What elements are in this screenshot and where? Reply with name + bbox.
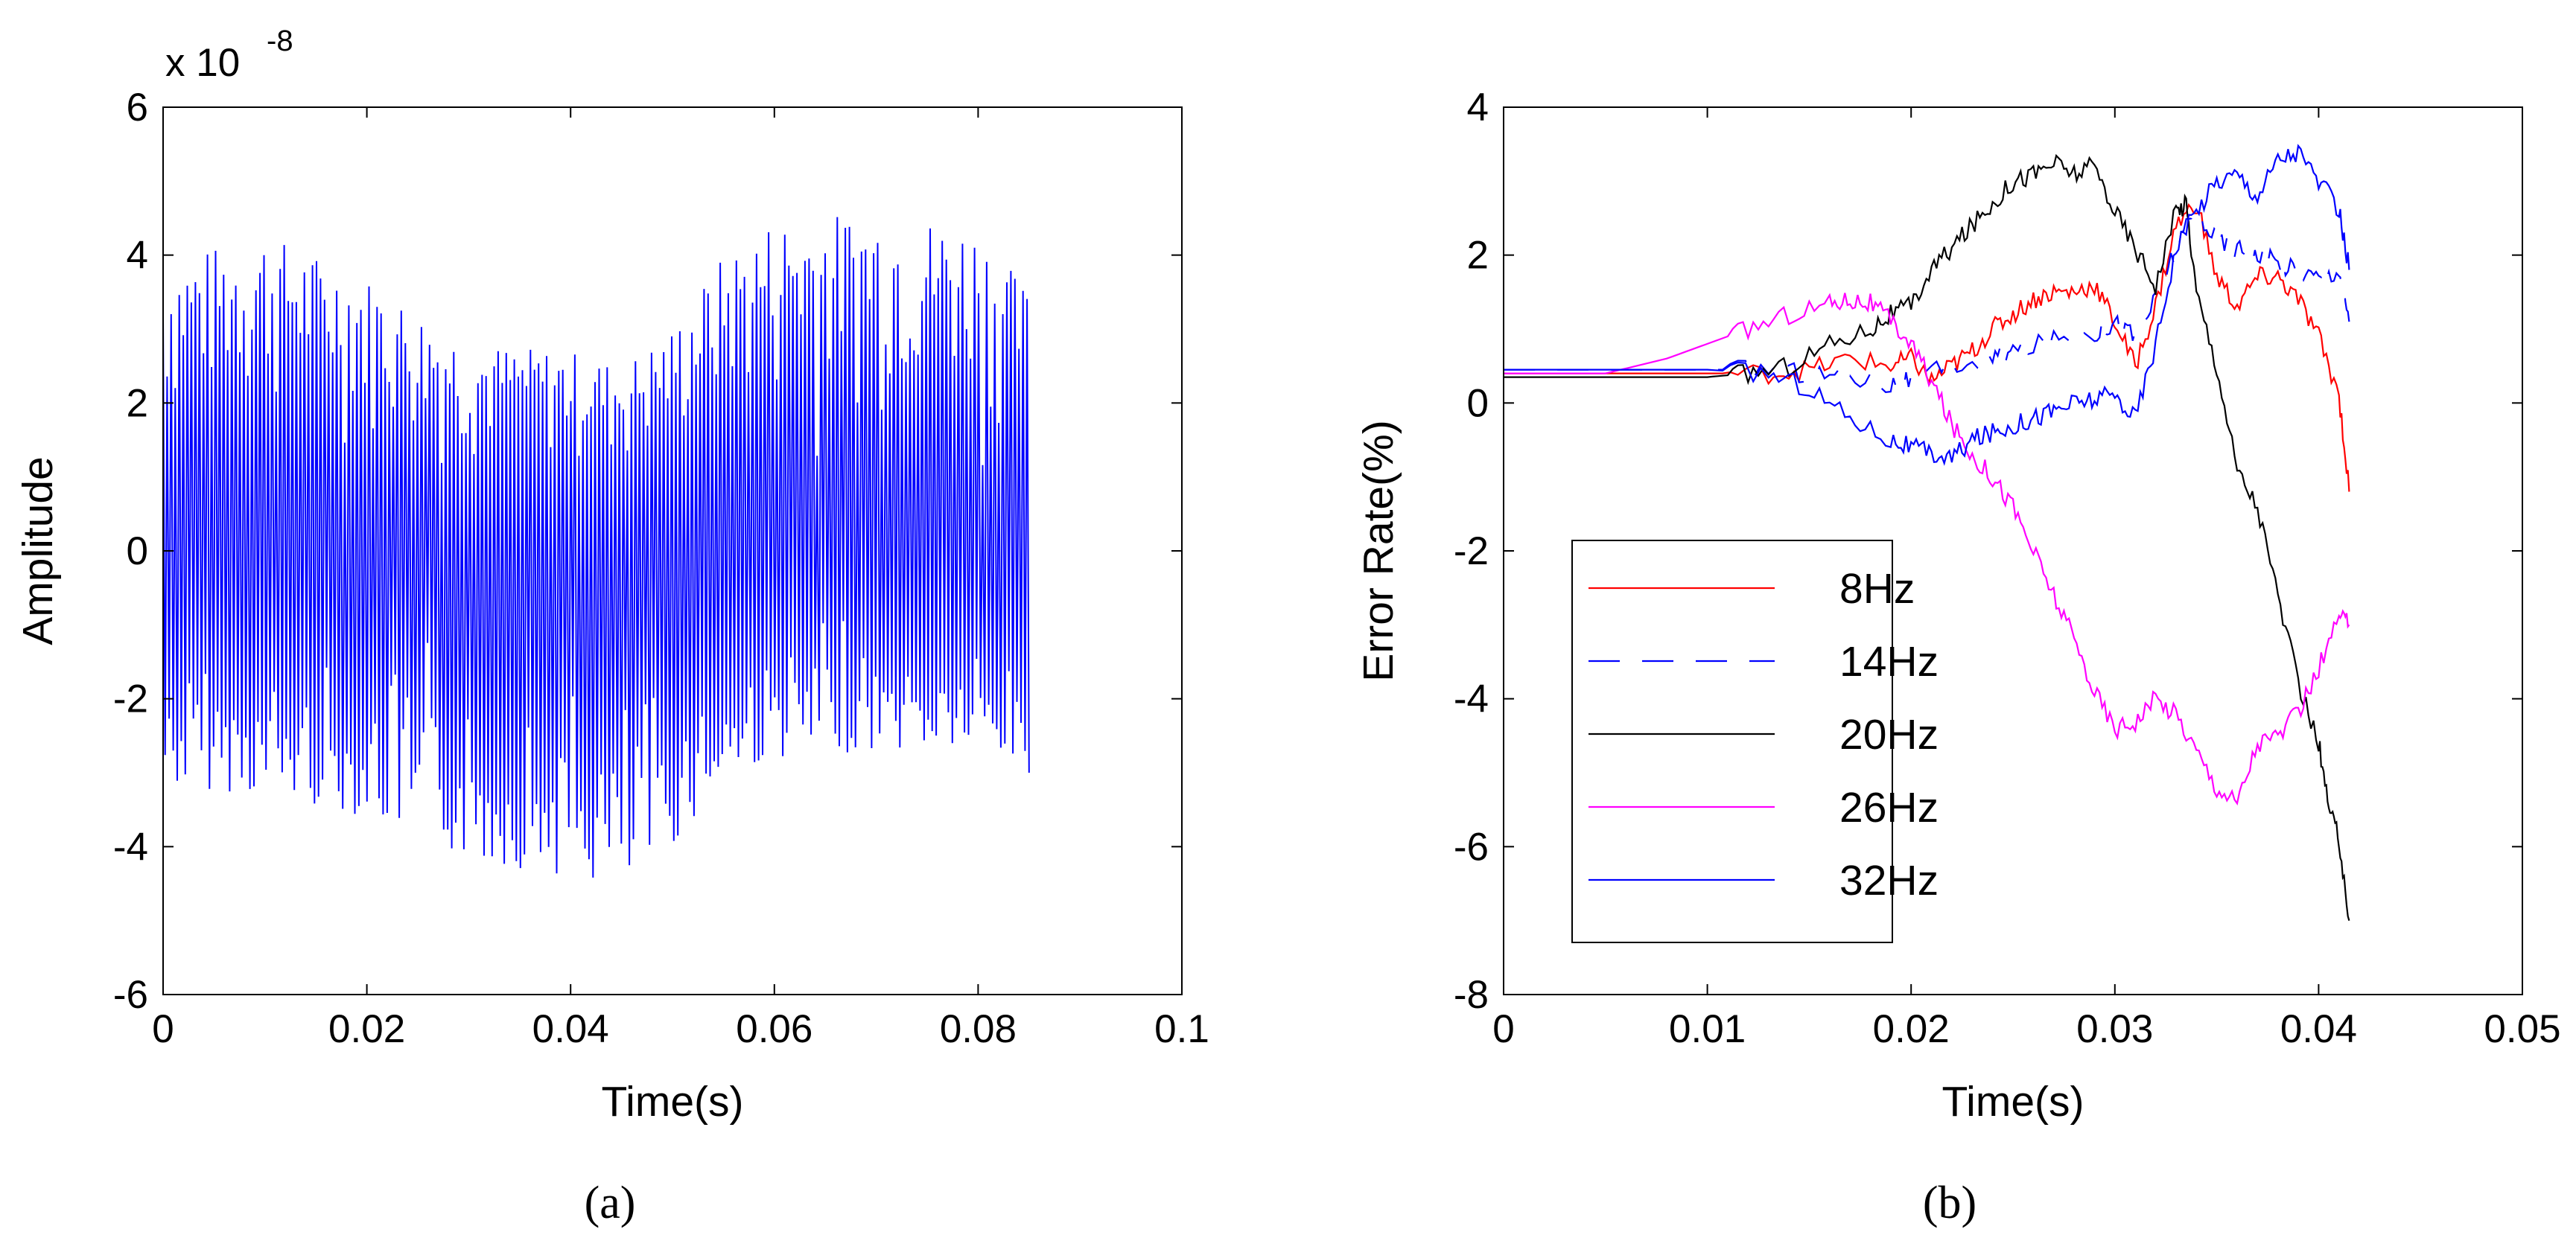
legend-label-26Hz: 26Hz [1839, 784, 1939, 832]
y-tick-label: 2 [127, 381, 148, 425]
y-tick-label: 4 [1467, 86, 1489, 130]
x-tick-label: 0.02 [1873, 1007, 1950, 1051]
chart-a-scale-base: x 10 [165, 41, 240, 85]
chart-b-xlabel: Time(s) [1941, 1078, 2084, 1126]
chart-a-plot-area [163, 217, 1030, 878]
series-line-20Hz [1504, 153, 2350, 922]
legend-label-8Hz: 8Hz [1839, 565, 1915, 613]
series-line-32Hz [1504, 144, 2350, 466]
y-tick-label: -2 [113, 677, 148, 721]
legend-items: 8Hz 14Hz 20Hz 26Hz 32Hz [1588, 565, 1939, 904]
y-tick-label: -4 [1454, 677, 1489, 721]
y-tick-label: 2 [1467, 234, 1489, 278]
x-tick-label: 0.04 [2280, 1007, 2357, 1051]
y-tick-label: 0 [127, 529, 148, 573]
x-tick-label: 0.1 [1154, 1007, 1209, 1051]
chart-a: 0 0.02 0.04 0.06 0.08 0.1 -6 -4 -2 0 2 4 6 x 10 -8 T… [14, 25, 1209, 1228]
chart-b-ticks: 0 0.01 0.02 0.03 0.04 0.05 -8 -6 -4 -2 0 2 4 [1454, 86, 2561, 1051]
x-tick-label: 0.05 [2484, 1007, 2560, 1051]
y-tick-label: 4 [127, 234, 148, 278]
legend-box [1571, 540, 1893, 943]
y-tick-label: -6 [113, 973, 148, 1017]
x-tick-label: 0.03 [2076, 1007, 2153, 1051]
series-line-26Hz [1504, 293, 2350, 806]
x-tick-label: 0.02 [328, 1007, 405, 1051]
chart-a-ylabel: Amplitude [14, 456, 62, 645]
legend-label-20Hz: 20Hz [1839, 711, 1939, 759]
x-tick-label: 0.08 [940, 1007, 1017, 1051]
legend-label-14Hz: 14Hz [1839, 638, 1939, 686]
y-tick-label: -4 [113, 825, 148, 869]
y-tick-label: -2 [1454, 529, 1489, 573]
chart-a-series-group [163, 217, 1030, 878]
chart-b-series-group [1504, 144, 2350, 922]
x-tick-label: 0 [152, 1007, 174, 1051]
y-tick-label: -6 [1454, 825, 1489, 869]
chart-b-legend: 8Hz 14Hz 20Hz 26Hz 32Hz [1571, 540, 1939, 943]
x-tick-label: 0 [1492, 1007, 1514, 1051]
series-line-signal [163, 217, 1030, 878]
chart-a-scale-exponent: -8 [267, 25, 293, 57]
chart-a-xlabel: Time(s) [601, 1078, 743, 1126]
chart-b-ylabel: Error Rate(%) [1355, 420, 1402, 682]
x-tick-label: 0.04 [532, 1007, 609, 1051]
x-tick-label: 0.06 [736, 1007, 812, 1051]
legend-label-32Hz: 32Hz [1839, 857, 1939, 904]
chart-a-ticks: 0 0.02 0.04 0.06 0.08 0.1 -6 -4 -2 0 2 4 6 [113, 86, 1209, 1051]
series-line-8Hz [1504, 202, 2350, 492]
panel-label-b: (b) [1923, 1178, 1976, 1228]
y-tick-label: 0 [1467, 381, 1489, 425]
y-tick-label: -8 [1454, 973, 1489, 1017]
panel-label-a: (a) [585, 1178, 636, 1228]
chart-b: 0 0.01 0.02 0.03 0.04 0.05 -8 -6 -4 -2 0 2 4 Time(s)… [1355, 86, 2561, 1228]
y-tick-label: 6 [127, 86, 148, 130]
x-tick-label: 0.01 [1669, 1007, 1746, 1051]
series-line-14Hz [1504, 210, 2350, 393]
